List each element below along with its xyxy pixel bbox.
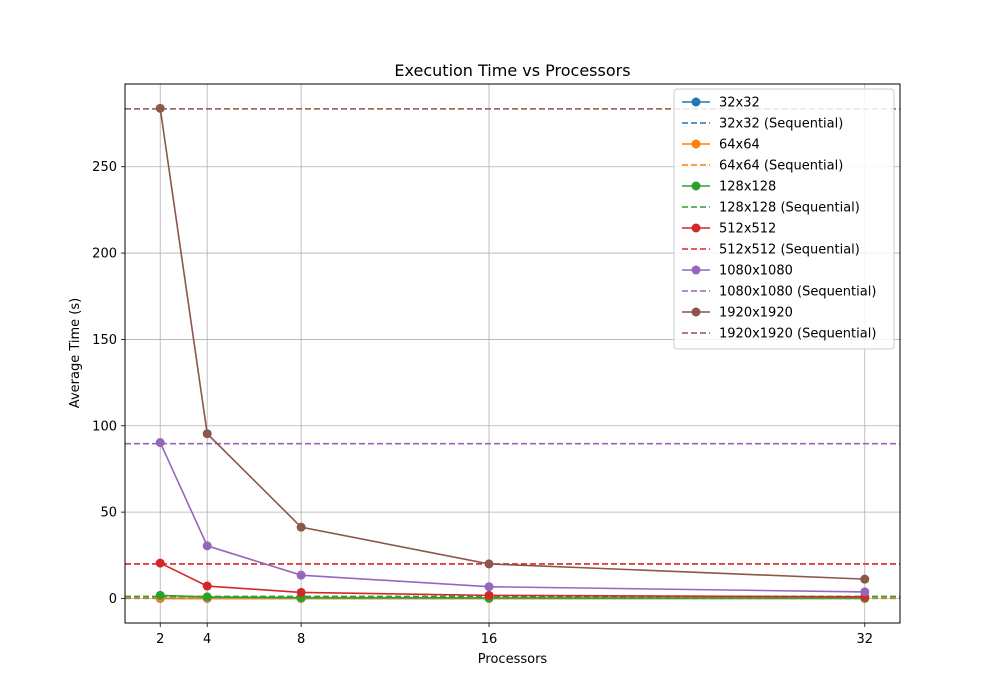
y-tick-label: 200 bbox=[92, 247, 117, 262]
legend-entry-label: 128x128 (Sequential) bbox=[719, 201, 860, 216]
legend-swatch-marker bbox=[691, 139, 701, 149]
y-tick-label: 100 bbox=[92, 419, 117, 434]
data-point bbox=[484, 559, 494, 569]
data-point bbox=[155, 438, 165, 448]
data-point bbox=[484, 582, 494, 592]
legend-entry-label: 32x32 bbox=[719, 96, 760, 111]
data-point bbox=[860, 574, 870, 584]
legend-entry-label: 1920x1920 bbox=[719, 306, 793, 321]
legend-swatch-marker bbox=[691, 97, 701, 107]
legend-entry-label: 64x64 bbox=[719, 138, 760, 153]
data-point bbox=[296, 522, 306, 532]
y-tick-label: 150 bbox=[92, 333, 117, 348]
y-tick-label: 50 bbox=[100, 506, 117, 521]
x-axis-label: Processors bbox=[478, 652, 548, 667]
chart-title: Execution Time vs Processors bbox=[394, 61, 630, 80]
legend-swatch-marker bbox=[691, 181, 701, 191]
legend-entry-label: 512x512 bbox=[719, 222, 776, 237]
legend-entry-label: 32x32 (Sequential) bbox=[719, 117, 843, 132]
data-point bbox=[860, 587, 870, 597]
legend-entry-label: 512x512 (Sequential) bbox=[719, 243, 860, 258]
data-point bbox=[155, 103, 165, 113]
axis-ticks: 2 4 8 16 32 0 50 100 150 200 250 bbox=[92, 160, 873, 647]
y-tick-label: 250 bbox=[92, 160, 117, 175]
legend-swatch-marker bbox=[691, 223, 701, 233]
x-tick-label: 32 bbox=[856, 632, 873, 647]
x-tick-label: 2 bbox=[156, 632, 164, 647]
legend-box bbox=[673, 88, 895, 350]
data-point bbox=[155, 590, 165, 600]
data-point bbox=[202, 581, 212, 591]
data-point bbox=[484, 590, 494, 600]
legend: 32x32 32x32 (Sequential) 64x64 64x64 (Seque… bbox=[673, 88, 895, 350]
legend-entry-label: 128x128 bbox=[719, 180, 776, 195]
x-tick-label: 16 bbox=[481, 632, 498, 647]
data-point bbox=[155, 558, 165, 568]
legend-entry-label: 1920x1920 (Sequential) bbox=[719, 327, 876, 342]
legend-swatch-marker bbox=[691, 307, 701, 317]
data-point bbox=[296, 587, 306, 597]
legend-entry-label: 1080x1080 bbox=[719, 264, 793, 279]
data-point bbox=[202, 429, 212, 439]
data-point bbox=[296, 570, 306, 580]
x-tick-label: 8 bbox=[297, 632, 305, 647]
y-tick-label: 0 bbox=[109, 592, 117, 607]
legend-entry-label: 1080x1080 (Sequential) bbox=[719, 285, 876, 300]
y-axis-label: Average Time (s) bbox=[68, 298, 83, 408]
plot-frame bbox=[124, 83, 901, 624]
x-tick-label: 4 bbox=[203, 632, 211, 647]
legend-entry-label: 64x64 (Sequential) bbox=[719, 159, 843, 174]
data-point bbox=[202, 541, 212, 551]
series-lines bbox=[155, 103, 870, 603]
legend-swatch-marker bbox=[691, 265, 701, 275]
data-point bbox=[202, 592, 212, 602]
